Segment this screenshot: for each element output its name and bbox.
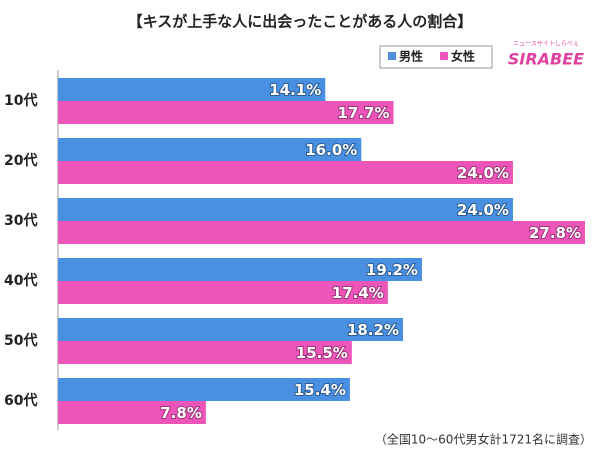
legend-swatch — [388, 52, 396, 60]
category-label: 50代 — [4, 332, 37, 349]
bar — [58, 401, 206, 424]
legend-swatch — [440, 52, 448, 60]
value-label: 17.7% — [337, 104, 389, 122]
bar — [58, 258, 422, 281]
legend-label: 女性 — [451, 49, 475, 64]
value-label: 7.8% — [160, 404, 202, 422]
bar — [58, 341, 352, 364]
value-label: 15.5% — [296, 344, 348, 362]
bar — [58, 318, 404, 341]
bar — [58, 221, 585, 244]
value-label: 24.0% — [457, 201, 509, 219]
bar — [58, 378, 350, 401]
bar — [58, 138, 362, 161]
bar — [58, 281, 388, 304]
value-label: 24.0% — [457, 164, 509, 182]
bar — [58, 161, 513, 184]
value-label: 14.1% — [269, 81, 321, 99]
chart-title: 【キスが上手な人に出会ったことがある人の割合】 — [128, 13, 473, 31]
legend-box — [379, 45, 493, 69]
note: （全国10～60代男女計1721名に調査） — [375, 432, 592, 447]
category-label: 60代 — [4, 392, 37, 409]
category-label: 10代 — [4, 92, 37, 109]
legend-label: 男性 — [399, 49, 423, 64]
category-label: 20代 — [4, 152, 37, 169]
bar — [58, 101, 394, 124]
value-label: 18.2% — [347, 321, 399, 339]
bar — [58, 198, 513, 221]
value-label: 16.0% — [305, 141, 357, 159]
value-label: 19.2% — [366, 261, 418, 279]
logo-caption: ニュースサイトしらべぇ — [513, 41, 579, 48]
value-label: 15.4% — [294, 381, 346, 399]
logo: SIRABEE — [508, 50, 584, 69]
value-label: 17.4% — [332, 284, 384, 302]
value-label: 27.8% — [529, 224, 581, 242]
category-label: 30代 — [4, 212, 37, 229]
category-label: 40代 — [4, 272, 37, 289]
bar — [58, 78, 326, 101]
